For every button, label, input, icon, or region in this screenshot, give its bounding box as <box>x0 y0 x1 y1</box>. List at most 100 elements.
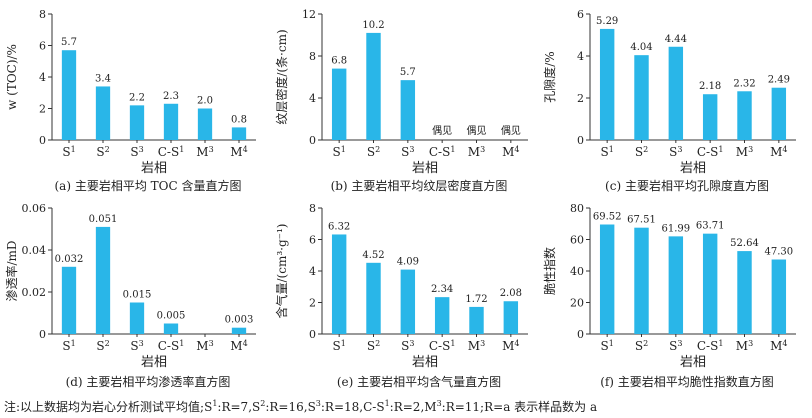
bar <box>366 32 381 140</box>
chart-caption: (e) 主要岩相平均含气量直方图 <box>337 374 501 389</box>
bar <box>61 50 77 140</box>
x-axis-label: 岩相 <box>141 355 167 370</box>
data-label: 3.4 <box>95 73 111 84</box>
data-label: 4.44 <box>665 34 687 45</box>
y-tick-label: 4 <box>39 71 46 84</box>
data-label: 偶见 <box>467 124 487 137</box>
chart-caption: (c) 主要岩相平均孔隙度直方图 <box>605 178 769 193</box>
x-axis-label: 岩相 <box>141 161 167 176</box>
note-prefix: 注:以上数据均为岩心分析测试平均值; <box>4 400 205 414</box>
data-label: 6.8 <box>331 56 347 67</box>
bar <box>331 68 347 140</box>
data-label: 0.8 <box>231 114 247 125</box>
bar <box>702 94 718 140</box>
y-tick-label: 12 <box>302 8 316 21</box>
data-label: 67.51 <box>627 215 656 226</box>
y-tick-label: 0 <box>309 328 316 341</box>
x-tick-label: S2 <box>367 339 380 354</box>
x-tick-label: M4 <box>770 145 787 160</box>
data-label: 4.52 <box>362 250 384 261</box>
x-tick-label: M4 <box>502 145 519 160</box>
bar <box>163 323 179 334</box>
x-tick-label: M4 <box>230 145 247 160</box>
data-label: 偶见 <box>432 124 452 137</box>
x-tick-label: S1 <box>62 339 75 354</box>
data-label: 2.49 <box>768 75 790 86</box>
note-entry-cs1: C-S1:R=2, <box>363 399 425 414</box>
y-axis-label: 渗透率/mD <box>4 240 19 301</box>
bar <box>771 87 787 140</box>
data-label: 0.005 <box>157 311 186 322</box>
data-label: 4.09 <box>397 257 419 268</box>
chart-caption: (f) 主要岩相平均脆性指数直方图 <box>600 374 774 389</box>
note-entry-s2: S2:R=16, <box>252 399 308 414</box>
bar <box>469 306 484 334</box>
data-label: 2.3 <box>163 91 179 102</box>
bar <box>503 301 519 334</box>
bar <box>771 259 787 334</box>
data-label: 2.08 <box>500 288 522 299</box>
data-label: 6.32 <box>328 221 350 232</box>
chart-panel-a: 0 2 4 6 8 w (TOC)/% 5.7 S1 3.4 S2 2.2 S3 2.3 C-S1 2.0 M… <box>5 8 256 193</box>
x-tick-label: S1 <box>601 339 614 354</box>
y-tick-label: 4 <box>309 92 316 105</box>
x-tick-label: M3 <box>736 339 753 354</box>
x-tick-label: C-S1 <box>158 145 185 160</box>
bar <box>400 80 416 140</box>
bar <box>129 302 145 334</box>
chart-caption: (d) 主要岩相平均渗透率直方图 <box>66 374 231 389</box>
y-tick-label: 0.02 <box>22 286 47 299</box>
x-tick-label: S3 <box>130 339 143 354</box>
y-axis-label: w (TOC)/% <box>5 44 19 110</box>
x-tick-label: S2 <box>635 145 648 160</box>
data-label: 0.003 <box>225 315 254 326</box>
x-tick-label: S2 <box>96 339 109 354</box>
data-label: 47.30 <box>765 247 794 258</box>
y-tick-label: 0 <box>577 134 584 147</box>
x-tick-label: C-S1 <box>697 145 724 160</box>
y-tick-label: 2 <box>309 297 316 310</box>
x-tick-label: C-S1 <box>158 339 185 354</box>
bar <box>129 105 145 140</box>
y-tick-label: 0.04 <box>22 244 47 257</box>
data-label: 2.2 <box>129 92 145 103</box>
note-entry-s3: S3:R=18, <box>307 399 364 414</box>
y-tick-label: 0 <box>577 328 584 341</box>
x-tick-label: S3 <box>669 339 682 354</box>
note-entry-m3: M3:R=11; <box>424 399 485 414</box>
x-tick-label: C-S1 <box>697 339 724 354</box>
bar <box>668 46 684 141</box>
x-axis-label: 岩相 <box>412 355 438 370</box>
bar <box>366 262 381 334</box>
bar <box>95 226 111 334</box>
y-axis-label: 脆性指数 <box>542 247 557 295</box>
chart-panel-b: 0 4 8 12 纹层密度/(条·cm) 6.8 S1 10.2 S2 5.7 S3 偶见 C-S1 偶见… <box>274 8 528 193</box>
data-label: 0.015 <box>123 290 152 301</box>
x-tick-label: M4 <box>230 339 247 354</box>
bar <box>599 224 615 334</box>
y-tick-label: 6 <box>577 8 584 21</box>
y-tick-label: 0 <box>39 328 46 341</box>
note-suffix: R=a 表示样品数为 a <box>484 400 598 414</box>
y-tick-label: 20 <box>570 297 584 310</box>
y-tick-label: 6 <box>39 40 46 53</box>
y-tick-label: 0.06 <box>22 202 47 215</box>
x-tick-label: S2 <box>367 145 380 160</box>
y-tick-label: 60 <box>570 234 584 247</box>
x-tick-label: S3 <box>669 145 682 160</box>
y-tick-label: 4 <box>309 265 316 278</box>
x-tick-label: S1 <box>333 339 346 354</box>
data-label: 2.32 <box>733 78 755 89</box>
chart-panel-d: 0 0.02 0.04 0.06 渗透率/mD 0.032 S1 0.051 S2 0.015 S3… <box>4 202 256 389</box>
x-tick-label: C-S1 <box>429 339 456 354</box>
x-tick-label: M3 <box>468 339 485 354</box>
bar <box>231 327 247 334</box>
y-tick-label: 2 <box>39 103 46 116</box>
y-tick-label: 8 <box>39 8 46 21</box>
y-axis-label: 纹层密度/(条·cm) <box>274 29 289 124</box>
bar <box>61 266 77 334</box>
data-label: 偶见 <box>501 124 521 137</box>
x-tick-label: S2 <box>635 339 648 354</box>
data-label: 63.71 <box>696 221 725 232</box>
y-tick-label: 6 <box>309 234 316 247</box>
